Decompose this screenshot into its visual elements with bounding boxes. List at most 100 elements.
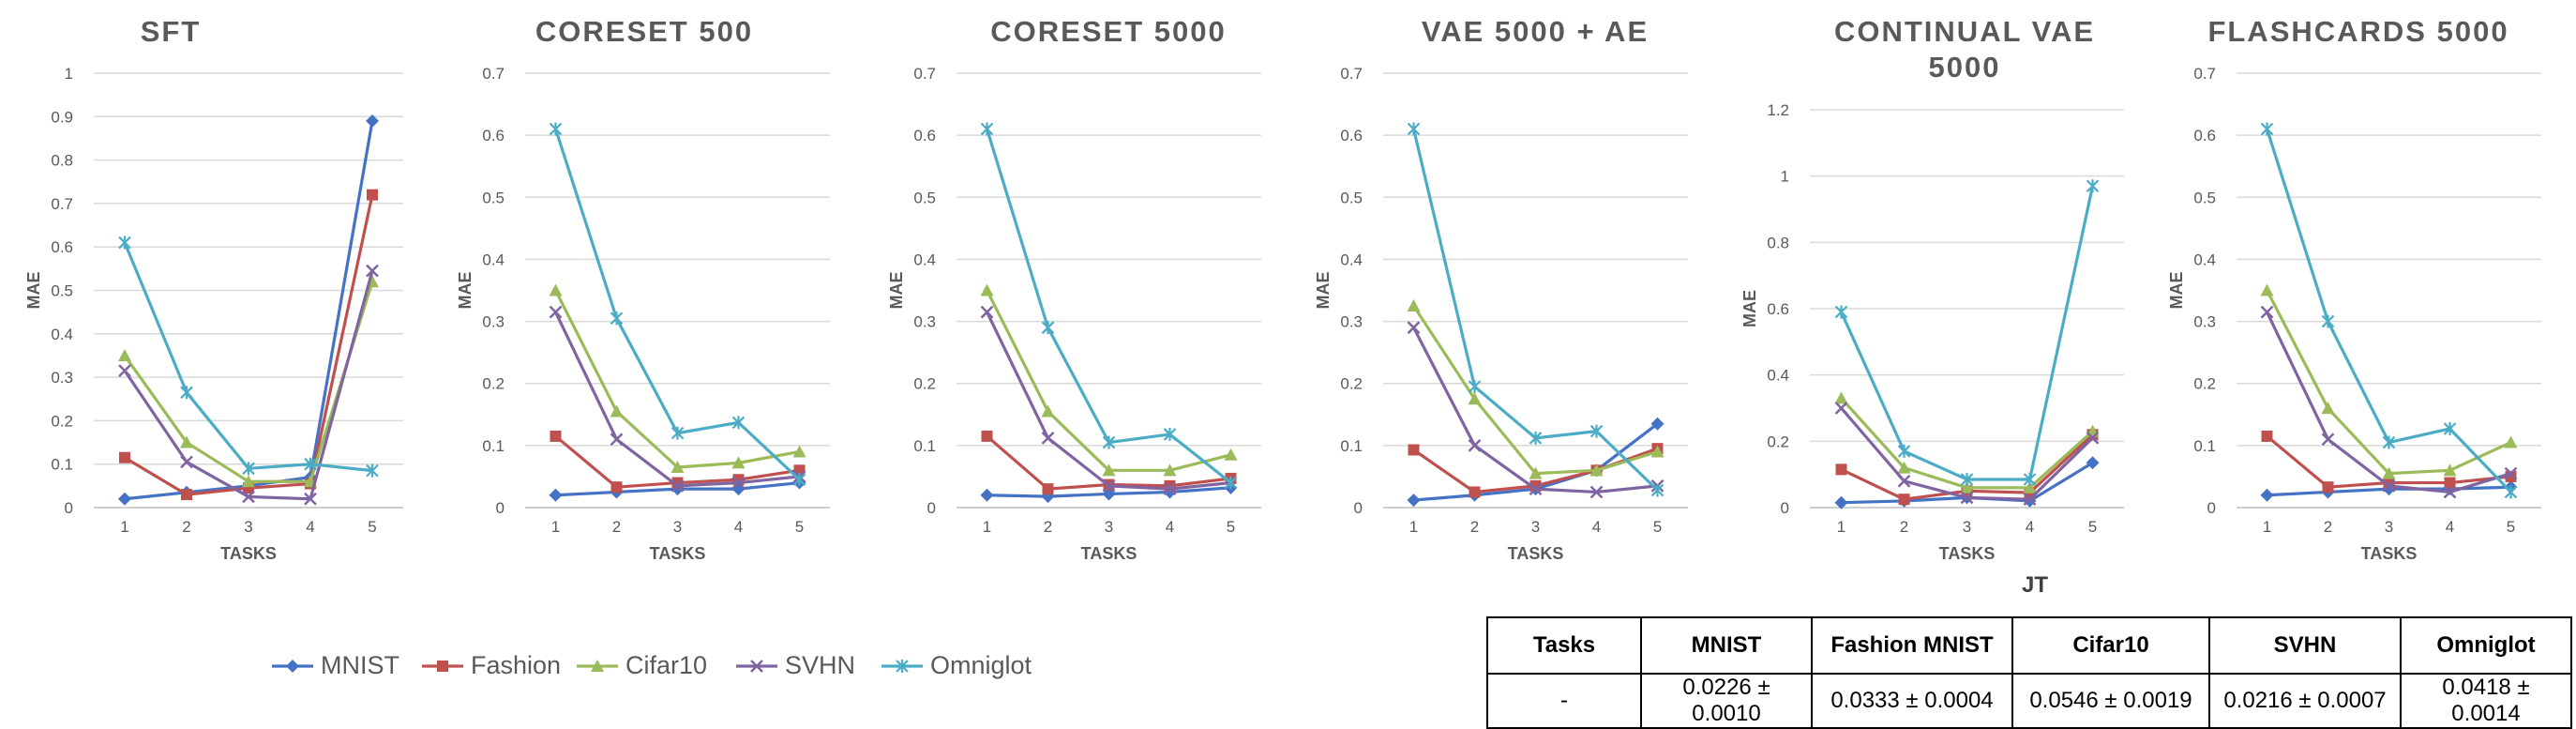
- y-tick-label: 0.4: [2193, 251, 2216, 268]
- legend-marker-b: [750, 660, 763, 673]
- data-point-fashion: [367, 189, 378, 201]
- chart-title-line: 5000: [1929, 51, 2001, 84]
- data-point-svhn: [2023, 493, 2037, 507]
- data-point-mnist: [980, 488, 994, 502]
- y-tick-label: 0.6: [2193, 127, 2216, 144]
- y-tick-label: 1.2: [1767, 101, 1789, 119]
- x-tick-label: 2: [182, 518, 190, 536]
- data-point-svhn: [1407, 321, 1421, 335]
- data-point-cifar10: [1897, 461, 1911, 474]
- data-point-svhn-b: [2086, 431, 2100, 445]
- chart-title: VAE 5000 + AE: [1422, 15, 1649, 48]
- data-point-omniglot: [1224, 476, 1238, 490]
- data-point-omniglot: [792, 473, 806, 487]
- data-point-cifar10: [2443, 463, 2457, 477]
- y-tick-label: 0.3: [51, 369, 73, 387]
- data-point-svhn-b: [118, 364, 131, 378]
- chart-5: CONTINUAL VAE 5000 0 0.2 0.4 0.6 0.8 1 1.2 1 2 3 4 5 T…: [1740, 15, 2124, 563]
- data-point-svhn: [610, 433, 624, 447]
- jt-header-tasks: Tasks: [1486, 616, 1642, 675]
- data-point-fashion: [2444, 477, 2456, 489]
- y-tick-label: 0.7: [482, 65, 505, 83]
- data-point-svhn: [2504, 466, 2518, 480]
- data-point-cifar10: [1407, 299, 1421, 312]
- data-point-omniglot: [1163, 427, 1177, 441]
- y-tick-label: 0.7: [51, 195, 73, 213]
- data-point-svhn-b: [549, 305, 563, 319]
- data-point-cifar10: [2382, 466, 2396, 479]
- x-axis-label: TASKS: [1939, 544, 1996, 563]
- series-line-fashion: [124, 194, 374, 496]
- data-point-omniglot: [1960, 472, 1974, 486]
- x-tick-label: 2: [1900, 518, 1908, 536]
- data-point-cifar10: [1163, 463, 1177, 477]
- y-tick-label: 0.5: [2193, 189, 2216, 206]
- data-point-mnist: [366, 114, 379, 128]
- chart-title: CORESET 5000: [990, 15, 1226, 48]
- legend-marker: [591, 660, 604, 672]
- data-point-svhn: [2321, 433, 2335, 447]
- jt-header-omniglot: Omniglot: [2400, 616, 2572, 675]
- y-axis-label: MAE: [2167, 272, 2186, 310]
- data-point-svhn: [1163, 482, 1177, 496]
- data-point-omniglot: [1102, 435, 1116, 449]
- x-tick-label: 2: [2324, 518, 2332, 536]
- chart-title-line: CONTINUAL VAE: [1834, 15, 2095, 48]
- data-point-svhn-b: [304, 492, 317, 506]
- x-tick-label: 5: [2088, 518, 2097, 536]
- x-axis-label: TASKS: [220, 544, 277, 563]
- data-point-svhn: [180, 455, 193, 469]
- data-point-omniglot: [549, 122, 563, 136]
- series-svhn: [980, 305, 1238, 496]
- x-tick-label: 3: [244, 518, 252, 536]
- data-point-fashion: [550, 430, 562, 442]
- series-svhn: [2260, 305, 2518, 499]
- data-point-svhn: [2260, 305, 2274, 319]
- data-point-omniglot: [2023, 472, 2037, 486]
- jt-cell-fashion-mnist: 0.0333 ± 0.0004: [1811, 673, 2013, 729]
- y-tick-label: 0.1: [51, 456, 73, 474]
- data-point-omniglot: [980, 122, 994, 136]
- y-tick-label: 0.4: [482, 251, 505, 268]
- data-point-fashion: [1529, 479, 1542, 492]
- data-point-cifar10: [1960, 480, 1974, 494]
- data-point-svhn: [2443, 485, 2457, 499]
- data-point-fashion: [1469, 486, 1481, 498]
- data-point-fashion: [1898, 494, 1910, 506]
- data-point-cifar10: [2260, 283, 2274, 296]
- data-point-svhn: [1960, 491, 1974, 505]
- y-axis-label: MAE: [887, 272, 906, 310]
- series-omniglot: [1834, 179, 2100, 486]
- data-point-omniglot: [1589, 424, 1604, 438]
- data-point-fashion: [1835, 463, 1847, 476]
- data-point-mnist: [549, 488, 563, 502]
- series-omniglot: [118, 235, 379, 478]
- x-tick-label: 1: [983, 518, 991, 536]
- y-tick-label: 0.4: [1767, 367, 1789, 385]
- data-point-svhn-b: [1529, 482, 1543, 496]
- y-tick-label: 0.4: [51, 326, 73, 343]
- legend-marker: [286, 660, 299, 673]
- x-tick-label: 5: [1227, 518, 1235, 536]
- x-tick-label: 3: [673, 518, 682, 536]
- y-tick-label: 0.6: [1767, 300, 1789, 318]
- data-point-omniglot: [2443, 421, 2457, 435]
- legend-label: MNIST: [321, 651, 399, 679]
- y-axis-label: MAE: [456, 272, 475, 310]
- series-cifar10: [980, 283, 1238, 477]
- y-tick-label: 1: [1781, 168, 1789, 186]
- data-point-fashion: [2261, 430, 2273, 442]
- data-point-svhn: [242, 490, 255, 504]
- x-tick-label: 2: [612, 518, 621, 536]
- x-axis-label: TASKS: [2361, 544, 2418, 563]
- x-axis-label: TASKS: [1081, 544, 1137, 563]
- data-point-svhn: [1468, 438, 1482, 452]
- series-line-omniglot: [123, 241, 373, 473]
- legend-item-mnist: MNIST: [272, 651, 399, 679]
- series-line-cifar10: [1412, 305, 1658, 476]
- data-point-omniglot: [2321, 314, 2335, 328]
- legend-label: Cifar10: [625, 651, 707, 679]
- data-point-omniglot: [366, 463, 379, 478]
- data-point-omniglot: [180, 386, 193, 400]
- data-point-omniglot: [610, 311, 624, 326]
